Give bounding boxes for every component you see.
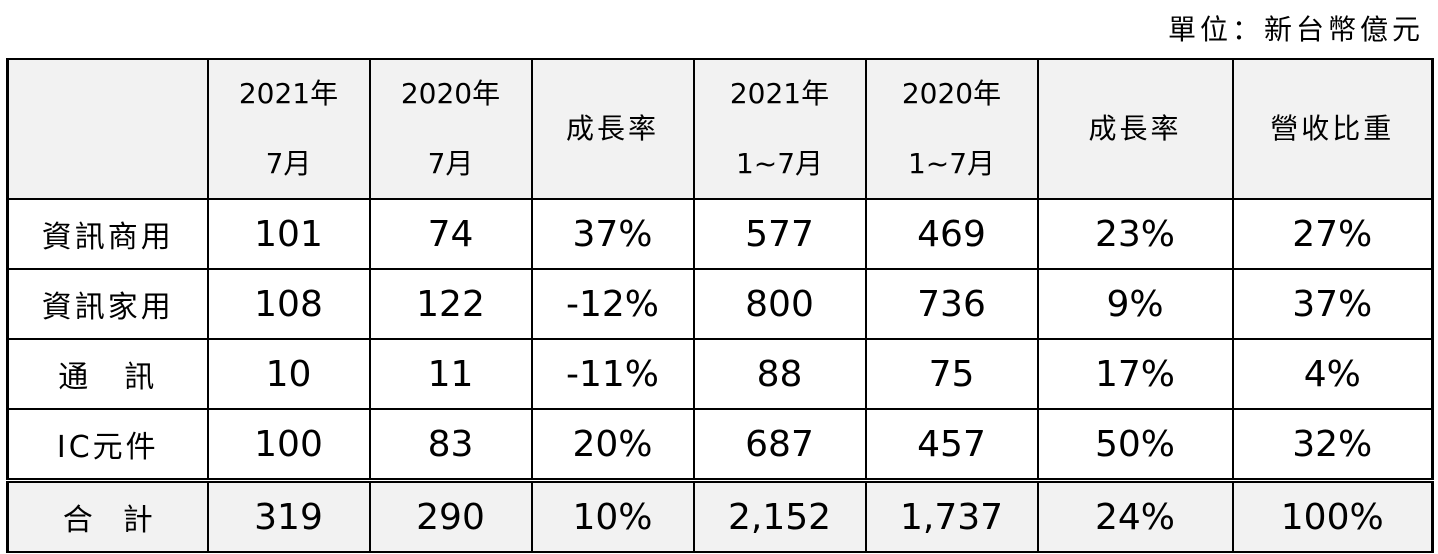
header-cell-jul-2020: 2020年 7月 — [368, 58, 533, 200]
cell-ytd-2021: 577 — [692, 198, 867, 270]
cell-revenue-share: 27% — [1231, 198, 1434, 270]
header-line: 7月 — [265, 147, 312, 180]
total-jul-2020: 290 — [368, 478, 533, 553]
cell-revenue-share: 4% — [1231, 338, 1434, 410]
total-label: 合 計 — [6, 478, 209, 553]
total-ytd-growth: 24% — [1036, 478, 1234, 553]
cell-ytd-2020: 469 — [864, 198, 1039, 270]
table-row: 資訊家用 108 122 -12% 800 736 9% 37% — [6, 268, 1434, 340]
table-row: IC元件 100 83 20% 687 457 50% 32% — [6, 408, 1434, 482]
cell-jul-2021: 100 — [206, 408, 371, 482]
table-row: 通 訊 10 11 -11% 88 75 17% 4% — [6, 338, 1434, 410]
cell-jul-growth: 37% — [530, 198, 695, 270]
cell-ytd-2020: 457 — [864, 408, 1039, 482]
total-jul-growth: 10% — [530, 478, 695, 553]
cell-jul-2020: 74 — [368, 198, 533, 270]
header-cell-jul-2021: 2021年 7月 — [206, 58, 371, 200]
cell-jul-2021: 101 — [206, 198, 371, 270]
cell-ytd-2021: 800 — [692, 268, 867, 340]
header-line: 1~7月 — [907, 147, 996, 180]
cell-ytd-growth: 50% — [1036, 408, 1234, 482]
header-cell-ytd-2021: 2021年 1~7月 — [692, 58, 867, 200]
cell-jul-2020: 83 — [368, 408, 533, 482]
header-line: 成長率 — [565, 112, 659, 145]
cell-ytd-2021: 687 — [692, 408, 867, 482]
header-line: 成長率 — [1088, 112, 1182, 145]
cell-ytd-growth: 23% — [1036, 198, 1234, 270]
cell-jul-growth: 20% — [530, 408, 695, 482]
header-cell-ytd-2020: 2020年 1~7月 — [864, 58, 1039, 200]
header-line: 營收比重 — [1270, 112, 1395, 145]
cell-jul-growth: -12% — [530, 268, 695, 340]
total-row: 合 計 319 290 10% 2,152 1,737 24% 100% — [6, 478, 1434, 553]
cell-jul-2021: 10 — [206, 338, 371, 410]
row-category: 資訊家用 — [6, 268, 209, 340]
header-line: 2020年 — [901, 77, 1002, 110]
total-ytd-2020: 1,737 — [864, 478, 1039, 553]
header-line: 7月 — [427, 147, 474, 180]
row-category: 資訊商用 — [6, 198, 209, 270]
cell-ytd-2020: 75 — [864, 338, 1039, 410]
total-jul-2021: 319 — [206, 478, 371, 553]
cell-jul-2021: 108 — [206, 268, 371, 340]
row-category: 通 訊 — [6, 338, 209, 410]
header-line: 2020年 — [400, 77, 501, 110]
revenue-table: 2021年 7月 2020年 7月 成長率 2021年 1~7月 2020年 1… — [6, 58, 1434, 553]
header-cell-revenue-share: 營收比重 — [1231, 58, 1434, 200]
total-revenue-share: 100% — [1231, 478, 1434, 553]
table-row: 資訊商用 101 74 37% 577 469 23% 27% — [6, 198, 1434, 270]
header-cell-ytd-growth: 成長率 — [1036, 58, 1234, 200]
cell-jul-growth: -11% — [530, 338, 695, 410]
header-line: 2021年 — [729, 77, 830, 110]
cell-revenue-share: 32% — [1231, 408, 1434, 482]
cell-jul-2020: 11 — [368, 338, 533, 410]
total-ytd-2021: 2,152 — [692, 478, 867, 553]
cell-jul-2020: 122 — [368, 268, 533, 340]
header-cell-blank — [6, 58, 209, 200]
header-line: 2021年 — [238, 77, 339, 110]
cell-ytd-2021: 88 — [692, 338, 867, 410]
header-line: 1~7月 — [735, 147, 824, 180]
row-category: IC元件 — [6, 408, 209, 482]
cell-ytd-growth: 17% — [1036, 338, 1234, 410]
cell-revenue-share: 37% — [1231, 268, 1434, 340]
cell-ytd-2020: 736 — [864, 268, 1039, 340]
unit-note: 單位：新台幣億元 — [1167, 13, 1424, 46]
header-row: 2021年 7月 2020年 7月 成長率 2021年 1~7月 2020年 1… — [6, 58, 1434, 200]
cell-ytd-growth: 9% — [1036, 268, 1234, 340]
header-cell-jul-growth: 成長率 — [530, 58, 695, 200]
